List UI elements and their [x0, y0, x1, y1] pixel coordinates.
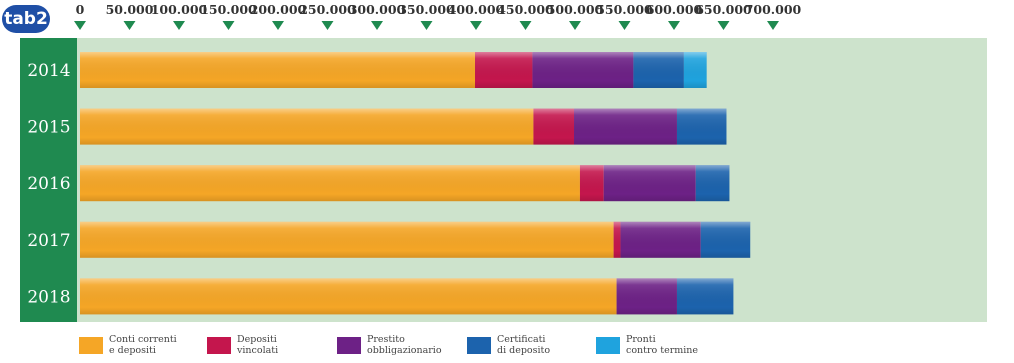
- bar-shading: [80, 278, 734, 315]
- bar-shading: [80, 108, 727, 145]
- x-tick-marker: [123, 21, 136, 30]
- year-label: 2016: [27, 174, 70, 194]
- x-tick-marker: [272, 21, 284, 30]
- x-tick-marker: [470, 21, 482, 30]
- x-tick-marker: [618, 21, 631, 30]
- x-tick-marker: [74, 21, 86, 30]
- x-tick-label: 50.000: [106, 2, 154, 17]
- year-label: 2018: [27, 287, 70, 307]
- x-tick-label: 650.000: [695, 2, 752, 17]
- year-column: [20, 38, 77, 322]
- bars-layer: [80, 52, 751, 315]
- legend-label: Prestito: [367, 334, 405, 345]
- x-tick-label: 250.000: [299, 2, 356, 17]
- bar-shading: [80, 52, 707, 88]
- legend-label: Certificati: [497, 334, 545, 345]
- legend-label: Conti correnti: [109, 334, 177, 345]
- x-tick-marker: [222, 21, 235, 30]
- year-label: 2015: [27, 118, 70, 138]
- x-tick-label: 550.000: [596, 2, 653, 17]
- legend-swatch: [207, 337, 231, 354]
- bar-shading: [80, 165, 730, 202]
- x-tick-marker: [321, 21, 334, 30]
- legend-swatch: [467, 337, 491, 354]
- legend-swatch: [79, 337, 103, 354]
- x-tick-marker: [668, 21, 680, 30]
- chart-tag-badge: tab2: [2, 5, 50, 33]
- legend-label: Pronti: [626, 334, 656, 345]
- x-tick-marker: [717, 21, 730, 30]
- x-tick-marker: [420, 21, 433, 30]
- bar-shading: [80, 221, 751, 258]
- x-tick-label: 350.000: [398, 2, 455, 17]
- x-tick-label: 0: [76, 2, 85, 17]
- x-tick-marker: [569, 21, 581, 30]
- legend-label: obbligazionario: [367, 345, 442, 356]
- legend-label: Depositi: [237, 334, 277, 345]
- x-tick-label: 100.000: [151, 2, 208, 17]
- legend-swatch: [596, 337, 620, 354]
- legend-label: e depositi: [109, 345, 156, 356]
- x-tick-marker: [767, 21, 779, 30]
- x-tick-label: 300.000: [349, 2, 406, 17]
- x-tick-label: 500.000: [547, 2, 604, 17]
- legend-label: vincolati: [236, 345, 278, 356]
- x-tick-label: 400.000: [448, 2, 505, 17]
- x-tick-label: 150.000: [200, 2, 257, 17]
- x-tick-label: 200.000: [250, 2, 307, 17]
- x-tick-label: 450.000: [497, 2, 554, 17]
- x-tick-label: 600.000: [646, 2, 703, 17]
- legend-label: di deposito: [497, 345, 550, 356]
- x-axis: 0 50.000100.000150.000200.000250.000300.0…: [74, 2, 802, 30]
- x-tick-marker: [173, 21, 185, 30]
- x-tick-label: 700.000: [745, 2, 802, 17]
- year-label: 2017: [27, 231, 70, 251]
- y-axis: 2014 2015 2016 2017 2018: [27, 61, 70, 307]
- year-label: 2014: [27, 61, 70, 81]
- legend-label: contro termine: [626, 345, 698, 356]
- legend-swatch: [337, 337, 361, 354]
- x-tick-marker: [519, 21, 532, 30]
- x-tick-marker: [371, 21, 383, 30]
